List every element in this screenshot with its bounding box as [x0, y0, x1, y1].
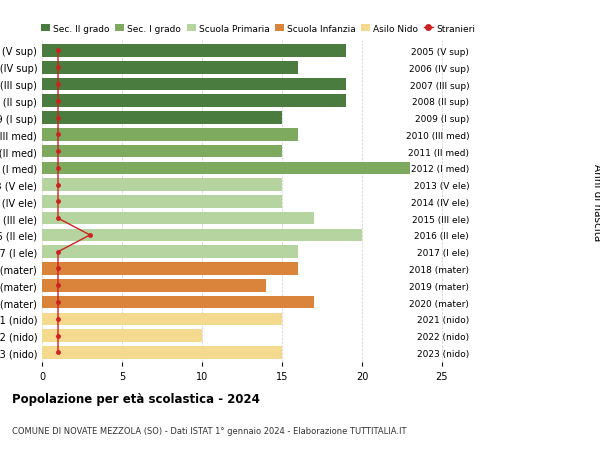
Bar — [42, 146, 282, 158]
Bar — [42, 78, 346, 91]
Text: COMUNE DI NOVATE MEZZOLA (SO) - Dati ISTAT 1° gennaio 2024 - Elaborazione TUTTIT: COMUNE DI NOVATE MEZZOLA (SO) - Dati IST… — [12, 426, 407, 435]
Text: Anni di nascita: Anni di nascita — [592, 163, 600, 241]
Bar — [42, 179, 282, 191]
Bar — [42, 213, 314, 225]
Text: Popolazione per età scolastica - 2024: Popolazione per età scolastica - 2024 — [12, 392, 260, 405]
Bar — [42, 62, 298, 74]
Bar — [42, 330, 202, 342]
Bar — [42, 162, 410, 175]
Bar — [42, 346, 282, 359]
Bar — [42, 129, 298, 141]
Bar — [42, 95, 346, 108]
Bar — [42, 280, 266, 292]
Bar — [42, 313, 282, 325]
Bar — [42, 263, 298, 275]
Bar — [42, 229, 362, 242]
Legend: Sec. II grado, Sec. I grado, Scuola Primaria, Scuola Infanzia, Asilo Nido, Stran: Sec. II grado, Sec. I grado, Scuola Prim… — [41, 25, 475, 34]
Bar — [42, 196, 282, 208]
Bar — [42, 45, 346, 58]
Bar — [42, 112, 282, 124]
Bar — [42, 296, 314, 308]
Bar — [42, 246, 298, 258]
